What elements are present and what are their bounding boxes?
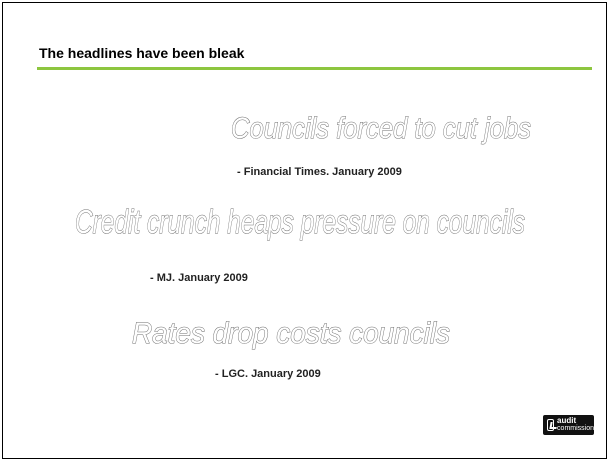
source-1: - Financial Times. January 2009 [237,166,402,178]
headline-3: Rates drop costs councils [132,317,450,350]
source-3: - LGC. January 2009 [215,368,321,380]
slide-title: The headlines have been bleak [39,45,245,61]
headline-2: Credit crunch heaps pressure on councils [75,203,525,240]
audit-commission-logo: audit commission [543,415,594,435]
title-underline [37,67,592,70]
logo-line2: commission [557,425,594,432]
source-1-prefix: - [237,166,244,178]
source-2-text: MJ. January 2009 [156,272,248,284]
source-2: - MJ. January 2009 [150,272,248,284]
headline-1: Councils forced to cut jobs [231,112,531,145]
headlines-graphic: Councils forced to cut jobs Credit crunc… [75,112,532,351]
logo-line1: audit [557,416,577,425]
source-3-prefix: - [215,368,222,380]
source-3-text: LGC. January 2009 [221,368,321,380]
source-2-prefix: - [150,272,157,284]
source-1-text: Financial Times. January 2009 [243,166,402,178]
logo-mark-icon [547,419,555,431]
